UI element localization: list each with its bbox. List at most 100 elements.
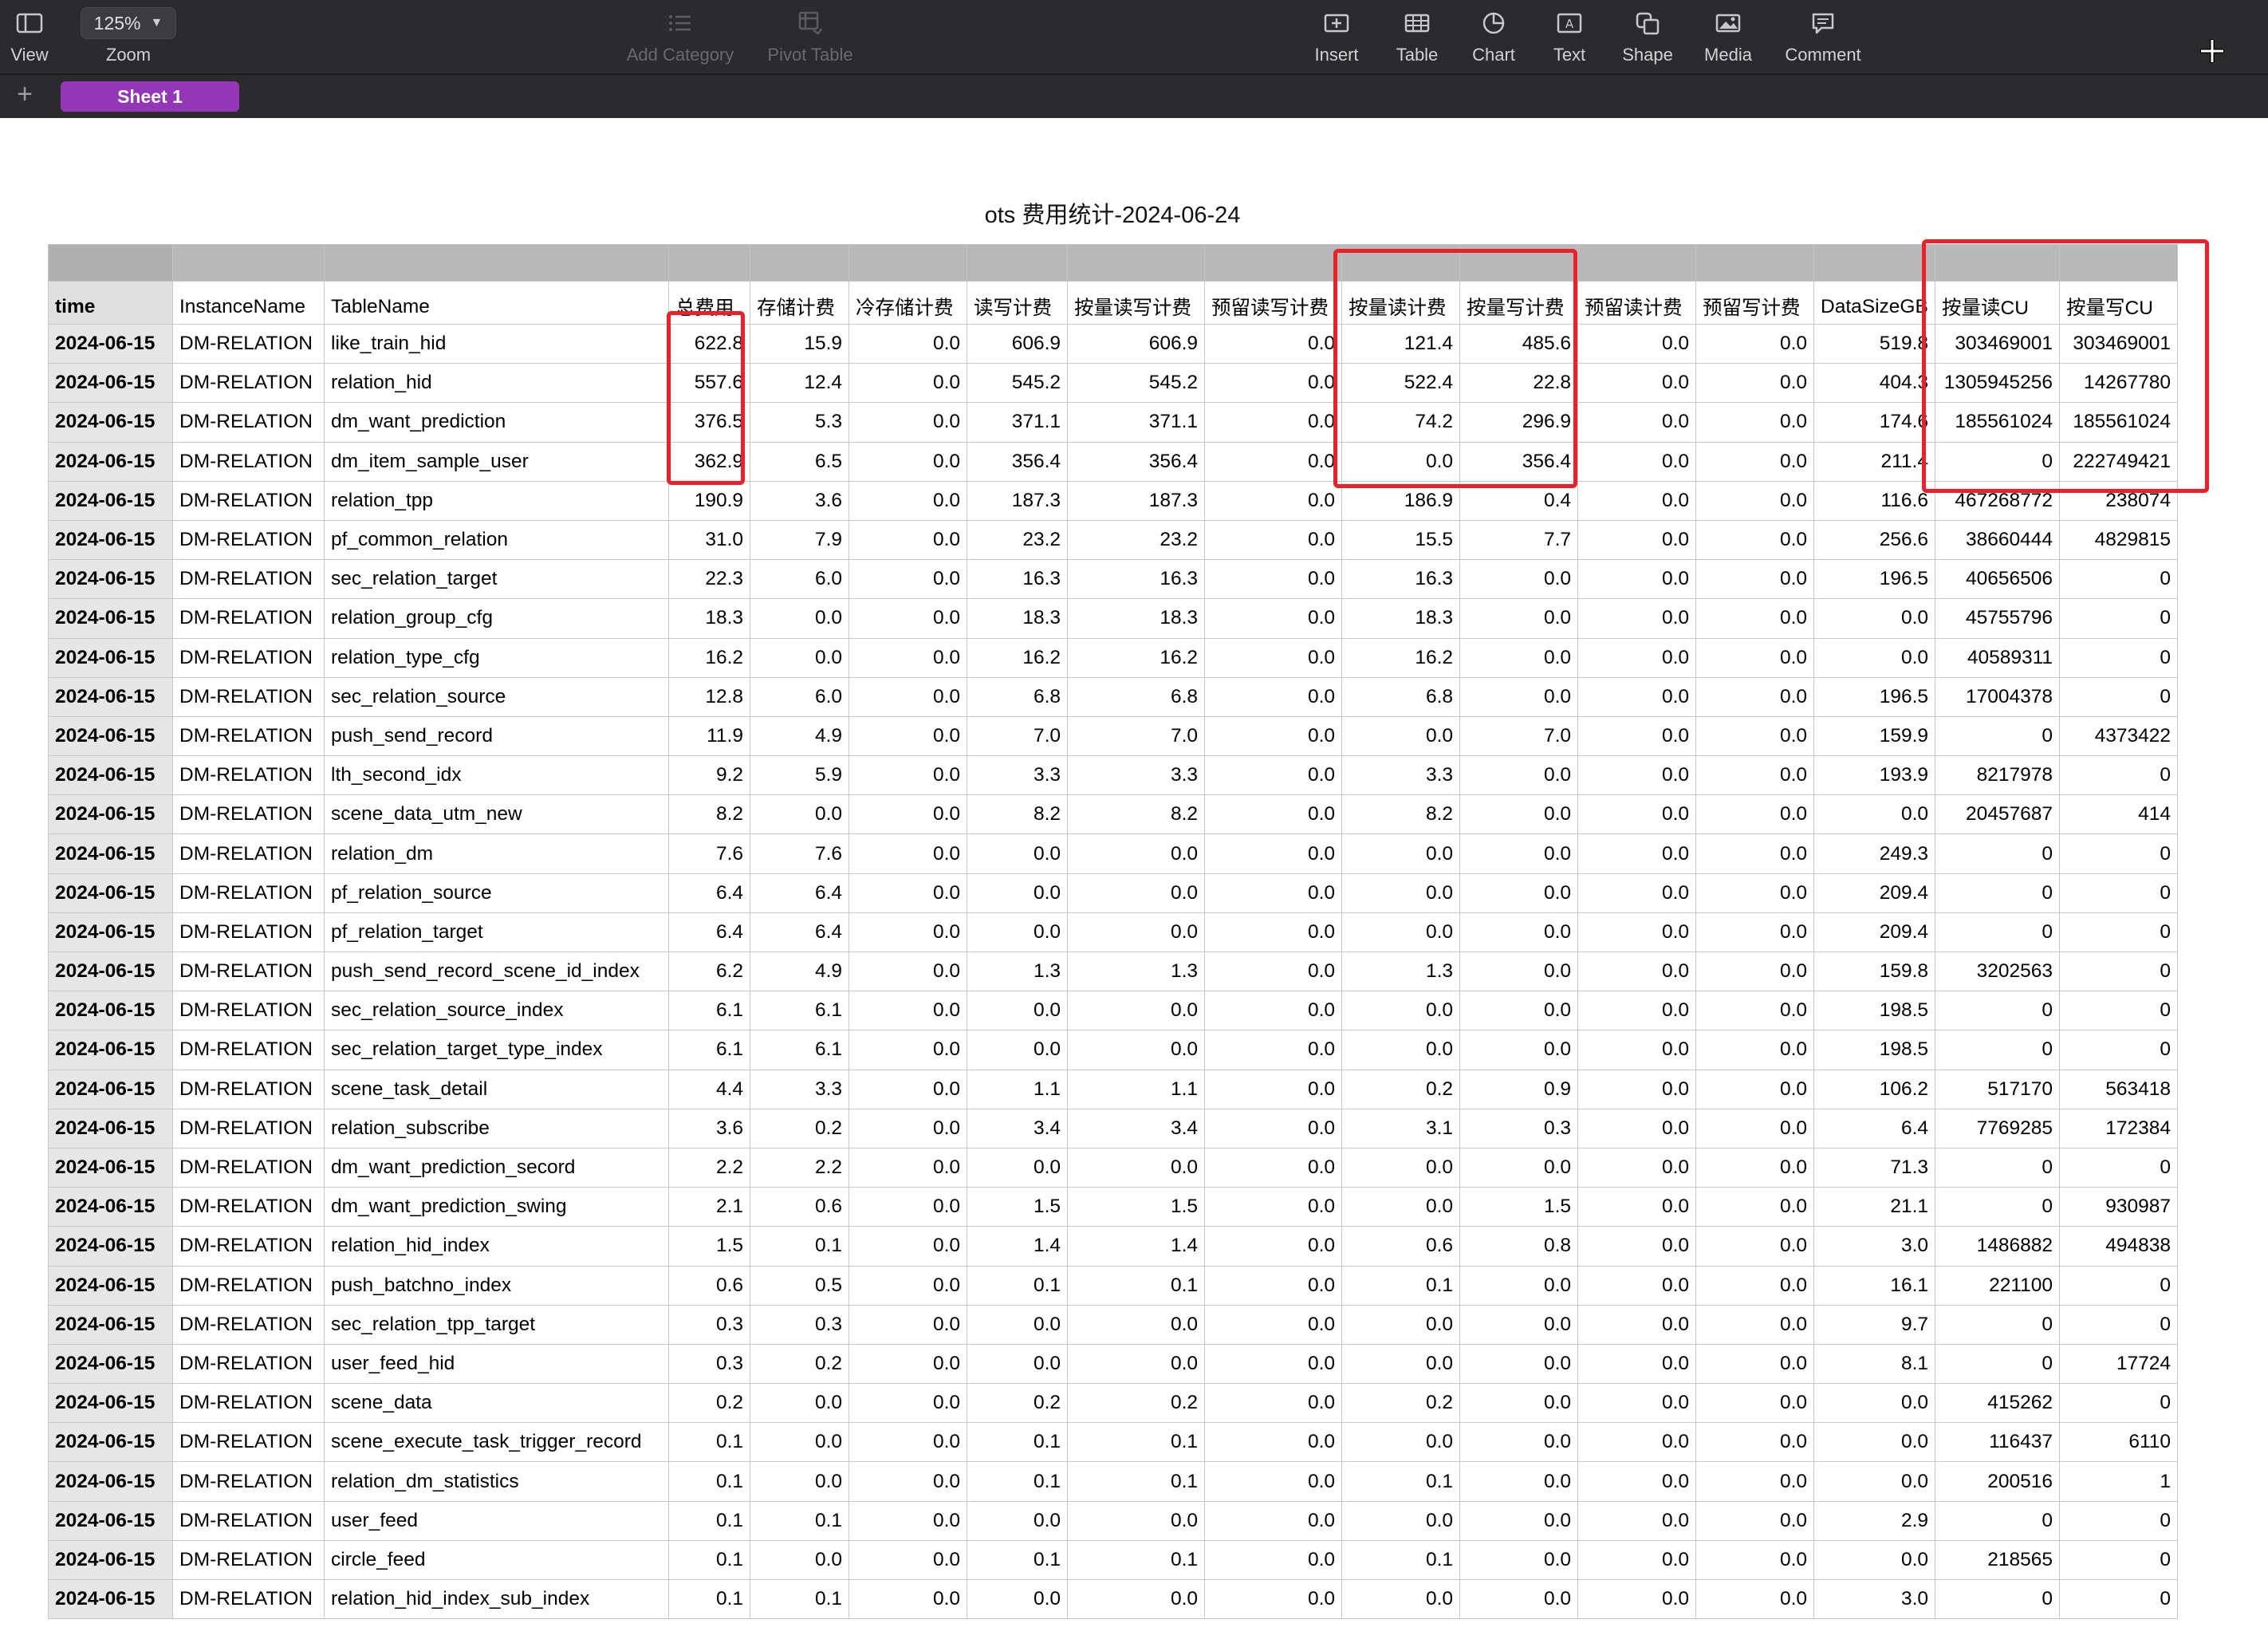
table-cell[interactable]: 8.2 bbox=[1067, 794, 1205, 835]
table-cell[interactable]: 0.0 bbox=[1204, 991, 1342, 1031]
table-cell[interactable]: dm_item_sample_user bbox=[324, 441, 669, 482]
table-cell[interactable]: DM-RELATION bbox=[172, 833, 325, 874]
table-cell[interactable]: 116437 bbox=[1935, 1422, 2060, 1463]
table-cell[interactable]: 0.0 bbox=[1341, 1422, 1460, 1463]
table-cell[interactable]: 6.4 bbox=[1813, 1108, 1935, 1149]
table-cell[interactable]: 1 bbox=[2059, 1461, 2178, 1502]
add-sheet-button[interactable]: + bbox=[17, 79, 33, 109]
table-cell[interactable]: 1.3 bbox=[967, 951, 1068, 992]
table-cell[interactable]: 2024-06-15 bbox=[48, 912, 173, 953]
table-cell[interactable]: 7.0 bbox=[967, 715, 1068, 757]
table-cell[interactable]: 159.9 bbox=[1813, 715, 1935, 757]
table-cell[interactable]: 2024-06-15 bbox=[48, 991, 173, 1031]
table-cell[interactable]: pf_relation_source bbox=[324, 873, 669, 913]
table-cell[interactable]: 0.0 bbox=[1577, 873, 1696, 913]
table-cell[interactable]: 0.0 bbox=[1204, 794, 1342, 835]
table-cell[interactable]: 0.0 bbox=[1204, 833, 1342, 874]
table-cell[interactable]: DM-RELATION bbox=[172, 1383, 325, 1424]
table-cell[interactable]: 16.2 bbox=[1067, 637, 1205, 678]
table-cell[interactable]: 0.0 bbox=[1577, 637, 1696, 678]
table-cell[interactable]: 38660444 bbox=[1935, 519, 2060, 561]
table-cell[interactable]: scene_data_utm_new bbox=[324, 794, 669, 835]
table-cell[interactable]: 0.0 bbox=[967, 1500, 1068, 1541]
table-cell[interactable]: 9.7 bbox=[1813, 1304, 1935, 1345]
table-cell[interactable]: 256.6 bbox=[1813, 519, 1935, 561]
table-cell[interactable]: 545.2 bbox=[1067, 363, 1205, 404]
table-cell[interactable]: 0.0 bbox=[1204, 1304, 1342, 1345]
table-cell[interactable]: 0.0 bbox=[1204, 1030, 1342, 1070]
column-header-cell[interactable]: 按量读CU bbox=[1935, 281, 2060, 325]
column-header-cell[interactable]: 读写计费 bbox=[967, 281, 1068, 325]
table-cell[interactable]: 2024-06-15 bbox=[48, 1108, 173, 1149]
table-cell[interactable]: 0.0 bbox=[1341, 1304, 1460, 1345]
table-cell[interactable]: 0.0 bbox=[750, 1461, 849, 1502]
table-cell[interactable]: 0 bbox=[1935, 1147, 2060, 1188]
table-cell[interactable]: 0.5 bbox=[750, 1265, 849, 1306]
table-cell[interactable]: 0 bbox=[2059, 755, 2178, 796]
table-cell[interactable]: 209.4 bbox=[1813, 873, 1935, 913]
table-cell[interactable]: 0 bbox=[1935, 1030, 2060, 1070]
table-cell[interactable]: 6.1 bbox=[668, 991, 750, 1031]
table-cell[interactable]: like_train_hid bbox=[324, 323, 669, 364]
table-cell[interactable]: 6.0 bbox=[750, 676, 849, 717]
media-button[interactable]: Media bbox=[1697, 6, 1759, 69]
table-cell[interactable]: DM-RELATION bbox=[172, 1500, 325, 1541]
table-cell[interactable]: 2.1 bbox=[668, 1187, 750, 1227]
table-cell[interactable]: 0.2 bbox=[1341, 1383, 1460, 1424]
table-cell[interactable]: 0 bbox=[1935, 1500, 2060, 1541]
table-cell[interactable]: 0.0 bbox=[750, 1383, 849, 1424]
table-cell[interactable]: 187.3 bbox=[967, 480, 1068, 521]
insert-button[interactable]: Insert bbox=[1308, 6, 1365, 69]
table-cell[interactable]: 930987 bbox=[2059, 1187, 2178, 1227]
table-cell[interactable]: 0.0 bbox=[849, 1461, 967, 1502]
table-cell[interactable]: 2024-06-15 bbox=[48, 873, 173, 913]
table-cell[interactable]: 2024-06-15 bbox=[48, 833, 173, 874]
table-cell[interactable]: 0.0 bbox=[1695, 794, 1814, 835]
table-cell[interactable]: 0.0 bbox=[1813, 1539, 1935, 1581]
table-cell[interactable]: 1305945256 bbox=[1935, 363, 2060, 404]
table-cell[interactable]: 0.0 bbox=[849, 715, 967, 757]
table-cell[interactable]: 0.0 bbox=[967, 1304, 1068, 1345]
table-cell[interactable]: 23.2 bbox=[1067, 519, 1205, 561]
table-cell[interactable]: relation_tpp bbox=[324, 480, 669, 521]
table-cell[interactable]: 0.0 bbox=[849, 1383, 967, 1424]
table-cell[interactable]: 0.8 bbox=[1459, 1226, 1578, 1267]
table-cell[interactable]: 0.0 bbox=[1577, 1461, 1696, 1502]
table-cell[interactable]: 6.1 bbox=[668, 1030, 750, 1070]
table-cell[interactable]: 4829815 bbox=[2059, 519, 2178, 561]
table-cell[interactable]: 0.1 bbox=[750, 1500, 849, 1541]
table-cell[interactable]: DM-RELATION bbox=[172, 1578, 325, 1620]
table-cell[interactable]: DM-RELATION bbox=[172, 1226, 325, 1267]
table-cell[interactable]: 0.0 bbox=[1695, 1422, 1814, 1463]
table-cell[interactable]: 0.0 bbox=[1204, 715, 1342, 757]
table-cell[interactable]: 193.9 bbox=[1813, 755, 1935, 796]
table-cell[interactable]: 1.4 bbox=[1067, 1226, 1205, 1267]
table-cell[interactable]: 0.0 bbox=[1459, 1030, 1578, 1070]
table-cell[interactable]: DM-RELATION bbox=[172, 323, 325, 364]
table-cell[interactable]: 7.7 bbox=[1459, 519, 1578, 561]
table-cell[interactable]: 0.0 bbox=[1067, 1030, 1205, 1070]
table-cell[interactable]: 22.8 bbox=[1459, 363, 1578, 404]
table-cell[interactable]: DM-RELATION bbox=[172, 480, 325, 521]
table-cell[interactable]: 0.1 bbox=[1341, 1461, 1460, 1502]
table-cell[interactable]: 2024-06-15 bbox=[48, 1578, 173, 1620]
table-cell[interactable]: 0.0 bbox=[1204, 1500, 1342, 1541]
table-cell[interactable]: 0.0 bbox=[1459, 1304, 1578, 1345]
table-cell[interactable]: 0.0 bbox=[1341, 441, 1460, 482]
table-cell[interactable]: 0 bbox=[2059, 1265, 2178, 1306]
table-cell[interactable]: 7.9 bbox=[750, 519, 849, 561]
table-cell[interactable]: 8.1 bbox=[1813, 1343, 1935, 1385]
table-cell[interactable]: 0 bbox=[2059, 1383, 2178, 1424]
table-cell[interactable]: 218565 bbox=[1935, 1539, 2060, 1581]
table-cell[interactable]: 0.0 bbox=[1577, 1383, 1696, 1424]
table-cell[interactable]: 0.0 bbox=[849, 794, 967, 835]
table-cell[interactable]: 0.0 bbox=[1813, 1461, 1935, 1502]
table-cell[interactable]: 0.0 bbox=[1459, 833, 1578, 874]
table-cell[interactable]: 2024-06-15 bbox=[48, 676, 173, 717]
table-cell[interactable]: 1.5 bbox=[1067, 1187, 1205, 1227]
table-cell[interactable]: 0.6 bbox=[668, 1265, 750, 1306]
table-cell[interactable]: 14267780 bbox=[2059, 363, 2178, 404]
table-cell[interactable]: 6.5 bbox=[750, 441, 849, 482]
table-cell[interactable]: 20457687 bbox=[1935, 794, 2060, 835]
table-cell[interactable]: 0.0 bbox=[1204, 402, 1342, 443]
